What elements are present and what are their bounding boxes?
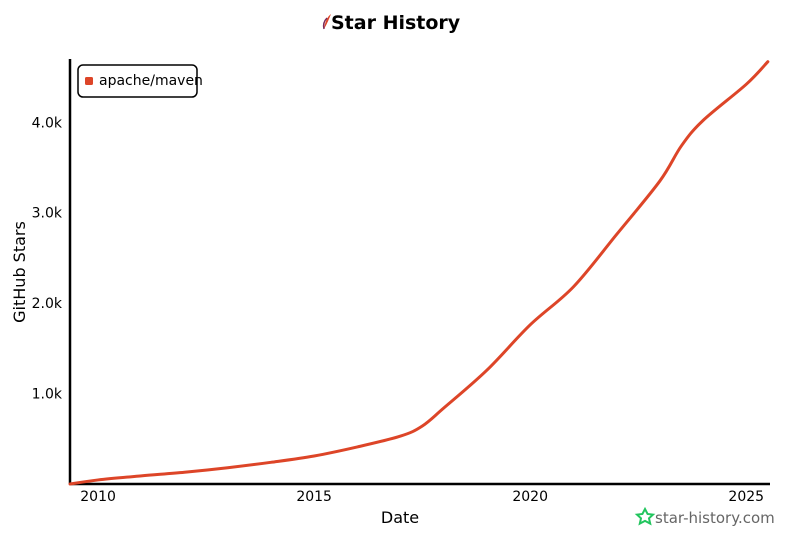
star-outline-icon bbox=[634, 506, 656, 526]
legend-label: apache/maven bbox=[99, 73, 203, 89]
watermark: star-history.com bbox=[634, 506, 775, 527]
y-tick-label: 2.0k bbox=[32, 296, 63, 312]
x-tick-label: 2025 bbox=[728, 489, 764, 505]
axes bbox=[68, 59, 770, 486]
y-tick-label: 1.0k bbox=[32, 387, 63, 403]
legend-box bbox=[77, 64, 198, 98]
series-layer bbox=[68, 60, 770, 486]
x-tick-labels: 2010 2015 2020 2025 bbox=[80, 489, 764, 505]
feather-pen-icon bbox=[322, 14, 331, 30]
y-axis-title: GitHub Stars bbox=[10, 221, 29, 323]
legend-swatch bbox=[85, 77, 93, 85]
legend: apache/maven bbox=[77, 64, 203, 98]
y-tick-label: 4.0k bbox=[32, 115, 63, 131]
x-tick-label: 2010 bbox=[80, 489, 116, 505]
y-tick-labels: 1.0k 2.0k 3.0k 4.0k bbox=[32, 115, 63, 402]
y-tick-label: 3.0k bbox=[32, 206, 63, 222]
x-tick-label: 2020 bbox=[512, 489, 548, 505]
chart-title: Star History bbox=[331, 12, 461, 34]
series-line-apache-maven bbox=[68, 60, 770, 486]
watermark-text: star-history.com bbox=[655, 509, 775, 527]
x-tick-label: 2015 bbox=[296, 489, 332, 505]
chart-title-group: Star History bbox=[322, 12, 461, 34]
x-axis-title: Date bbox=[381, 508, 419, 527]
